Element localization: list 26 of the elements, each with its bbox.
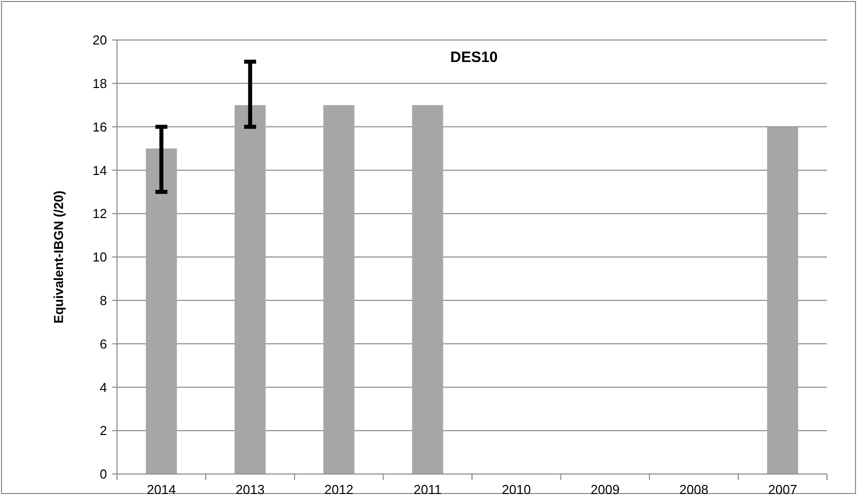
bar	[412, 105, 444, 474]
y-tick-label: 0	[100, 466, 107, 482]
bar	[767, 126, 798, 474]
x-tick-label: 2012	[324, 482, 354, 495]
bar	[323, 105, 354, 474]
y-tick-label: 14	[92, 162, 107, 178]
y-tick-label: 10	[92, 250, 107, 265]
x-tick-label: 2014	[146, 482, 176, 495]
y-tick-label: 2	[100, 423, 107, 438]
y-tick-label: 16	[92, 119, 107, 134]
text: DES10	[450, 49, 498, 66]
x-tick-label: 2009	[590, 482, 620, 495]
x-tick-label: 2008	[679, 482, 708, 495]
x-tick-label: 2010	[502, 482, 531, 495]
x-tick-label: 2011	[414, 482, 442, 495]
y-tick-label: 18	[92, 76, 107, 91]
y-axis-title: Equivalent-IBGN (/20)	[51, 190, 66, 324]
y-tick-label: 6	[100, 336, 107, 352]
y-tick-label: 20	[92, 32, 107, 48]
x-tick-label: 2007	[768, 482, 798, 495]
x-tick-label: 2013	[236, 482, 265, 495]
y-tick-label: 12	[92, 206, 107, 222]
y-tick-label: 8	[100, 292, 107, 308]
y-tick-label: 4	[100, 380, 107, 395]
bar	[234, 105, 266, 474]
bar	[146, 148, 177, 474]
